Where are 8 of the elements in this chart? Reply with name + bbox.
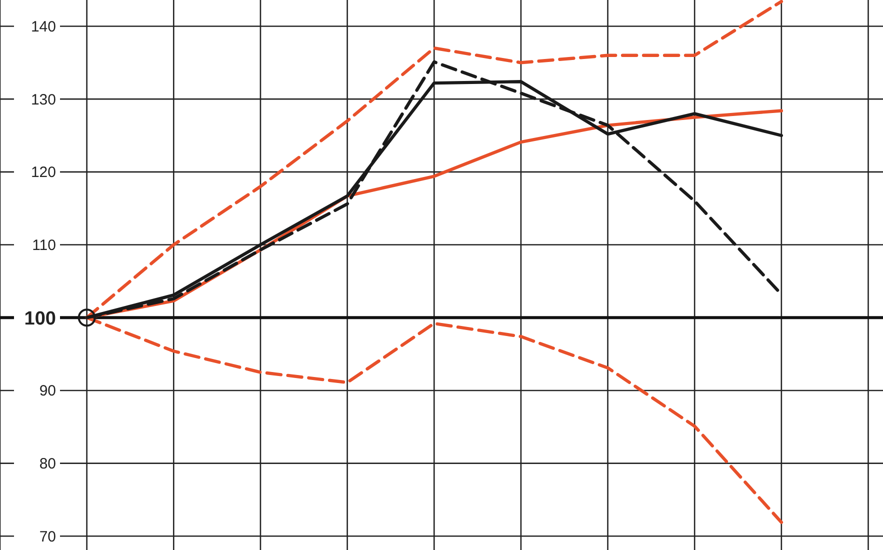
y-tick-label: 80 <box>39 456 56 473</box>
y-tick-label: 100 <box>24 308 56 330</box>
y-tick-label: 90 <box>39 382 56 400</box>
y-tick-label: 70 <box>39 528 56 546</box>
y-tick-label: 110 <box>32 237 56 254</box>
y-tick-label: 130 <box>30 91 56 108</box>
y-tick-label: 140 <box>30 18 56 36</box>
y-tick-label: 120 <box>30 164 56 182</box>
